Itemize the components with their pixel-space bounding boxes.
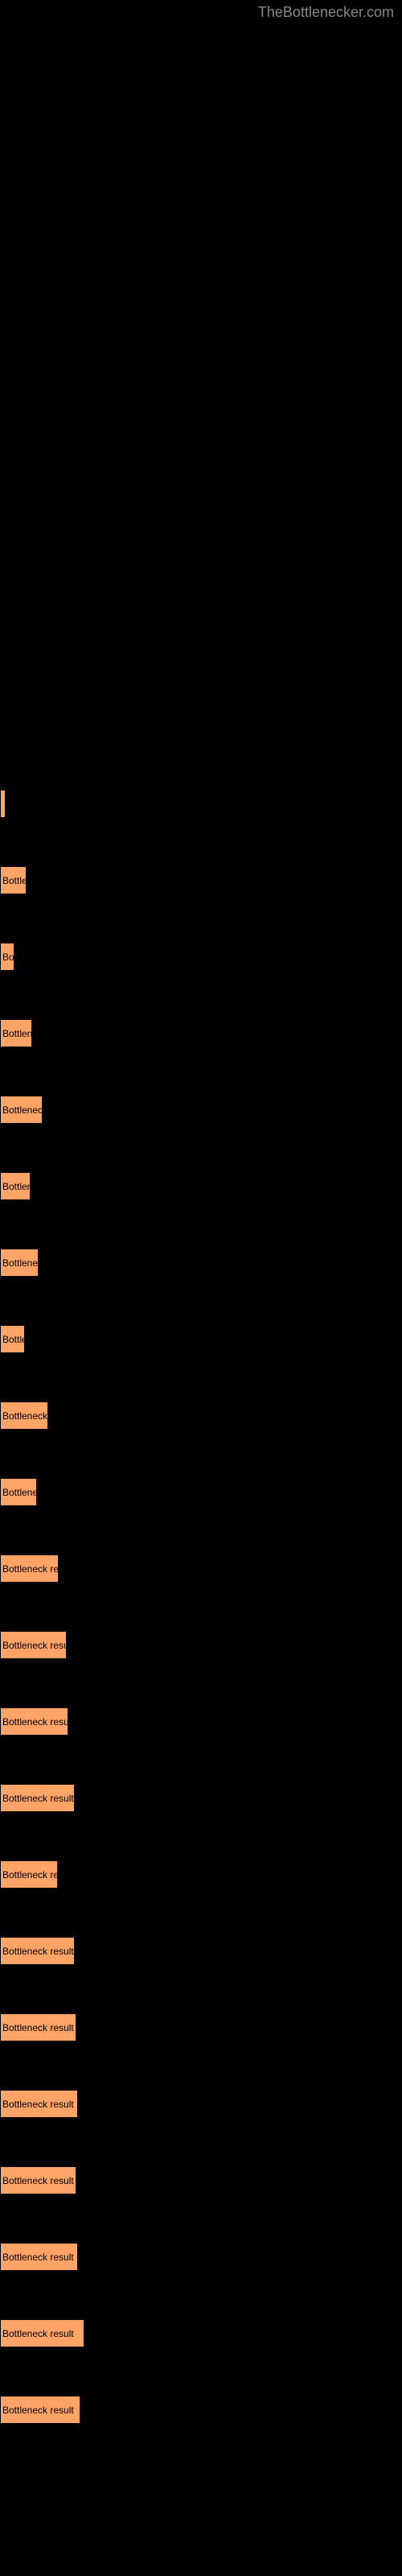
bar: Bottle	[0, 1325, 25, 1353]
bar-item: Bottleneck result	[0, 2396, 402, 2424]
bar-label: Bottleneck result	[2, 1640, 66, 1651]
bar-item: Bottleneck result	[0, 2013, 402, 2041]
bar-label: Bottlene	[2, 1028, 31, 1039]
header: TheBottlenecker.com	[0, 0, 402, 25]
bar-label: Bottle	[2, 875, 26, 886]
bar-label: Bottleneck result	[2, 2175, 74, 2186]
bar-label: Bottleneck res	[2, 1869, 57, 1880]
bar: Bottleneck r	[0, 1402, 48, 1430]
bar-label: Bottlen	[2, 1181, 30, 1192]
bar: Bottleneck result	[0, 2396, 80, 2424]
bar-label: Bo	[2, 952, 14, 963]
bar-item: Bottle	[0, 866, 402, 894]
bar-label: Bottleneck result	[2, 1946, 74, 1957]
bar-item	[0, 790, 402, 818]
bar: Bottleneck result	[0, 2090, 78, 2118]
bar-item: Bottlene	[0, 1478, 402, 1506]
bar: Bo	[0, 943, 14, 971]
bar-label: Bottleneck result	[2, 2022, 74, 2033]
bar-item: Bottleneck result	[0, 2243, 402, 2271]
bar	[0, 790, 6, 818]
bar: Bottlene	[0, 1478, 37, 1506]
bar-item: Bottlene	[0, 1019, 402, 1047]
bar-label: Bottleneck result	[2, 1793, 74, 1804]
bar-label: Bottleneck result	[2, 2328, 74, 2339]
bar-label: Bottlenec	[2, 1257, 38, 1269]
bar-item: Bottleneck result	[0, 2319, 402, 2347]
bar-label: Bottleneck	[2, 1104, 42, 1116]
bar: Bottlenec	[0, 1249, 39, 1277]
bar-item: Bottleneck r	[0, 1402, 402, 1430]
bar-label: Bottleneck result	[2, 2252, 74, 2263]
bar-item: Bottleneck result	[0, 1631, 402, 1659]
bar-item: Bottleneck resu	[0, 1554, 402, 1583]
bar: Bottleneck result	[0, 2243, 78, 2271]
bar: Bottleneck result	[0, 2166, 76, 2194]
bar-item: Bottlen	[0, 1172, 402, 1200]
bar-item: Bottleneck result	[0, 1937, 402, 1965]
bar-item: Bo	[0, 943, 402, 971]
bars-container: Bottle Bo Bottlene Bottleneck Bottlen Bottlen…	[0, 790, 402, 2424]
bar: Bottleneck res	[0, 1860, 58, 1889]
bar: Bottlene	[0, 1019, 32, 1047]
bar-label: Bottleneck resu	[2, 1563, 58, 1575]
bar: Bottleneck result	[0, 2319, 84, 2347]
site-name: TheBottlenecker.com	[258, 4, 394, 20]
bar: Bottlen	[0, 1172, 31, 1200]
bar-item: Bottlenec	[0, 1249, 402, 1277]
bar-item: Bottleneck result	[0, 1707, 402, 1736]
bar: Bottleneck result	[0, 1631, 67, 1659]
bar-item: Bottleneck result	[0, 2166, 402, 2194]
bar-label: Bottleneck result	[2, 2099, 74, 2110]
bar: Bottleneck	[0, 1096, 43, 1124]
bar: Bottleneck result	[0, 1784, 75, 1812]
bar: Bottleneck result	[0, 1937, 75, 1965]
bar-item: Bottleneck result	[0, 1784, 402, 1812]
bar: Bottleneck result	[0, 2013, 76, 2041]
bar: Bottleneck resu	[0, 1554, 59, 1583]
bar-label: Bottle	[2, 1334, 24, 1345]
bar-label: Bottleneck r	[2, 1410, 47, 1422]
bar-label: Bottleneck result	[2, 1716, 68, 1728]
bar-item: Bottleneck	[0, 1096, 402, 1124]
bar-item: Bottleneck result	[0, 2090, 402, 2118]
bar: Bottle	[0, 866, 27, 894]
bar-item: Bottle	[0, 1325, 402, 1353]
bar-label: Bottleneck result	[2, 2405, 74, 2416]
spacer	[0, 25, 402, 790]
bar-item: Bottleneck res	[0, 1860, 402, 1889]
bar-label: Bottlene	[2, 1487, 36, 1498]
bar: Bottleneck result	[0, 1707, 68, 1736]
